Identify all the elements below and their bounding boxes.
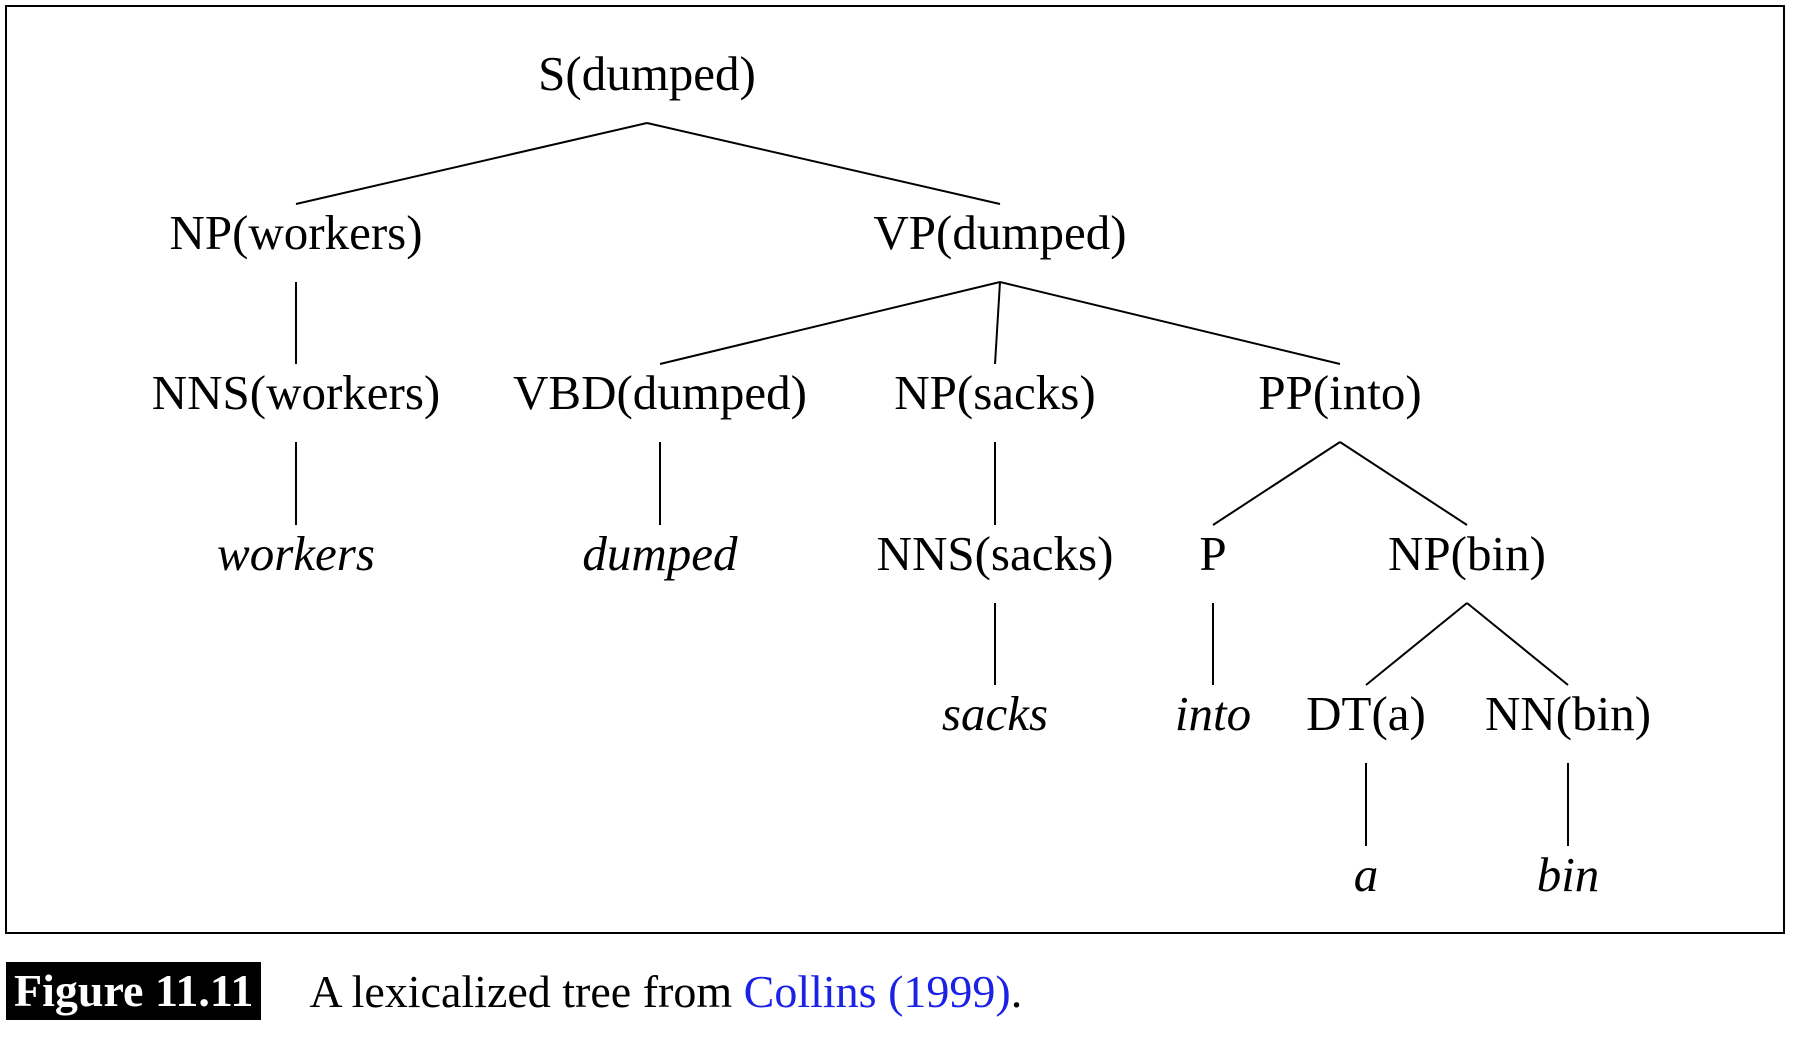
leaf-word-sacks: sacks (942, 686, 1048, 741)
tree-edge-np-bin-to-dt-a (1365, 602, 1468, 686)
figure-caption: Figure 11.11 A lexicalized tree from Col… (6, 960, 1022, 1022)
caption-body: A lexicalized tree from (309, 965, 744, 1017)
tree-edge-vp-dumped-to-np-sacks (994, 281, 1001, 365)
tree-edge-vp-dumped-to-pp-into (999, 281, 1341, 365)
leaf-word-into: into (1175, 686, 1251, 741)
tree-node-nn-bin: NN(bin) (1485, 686, 1651, 741)
tree-node-pp-into: PP(into) (1258, 365, 1421, 420)
tree-node-p: P (1199, 526, 1226, 581)
leaf-word-a: a (1354, 847, 1379, 902)
tree-node-vp-dumped: VP(dumped) (873, 205, 1126, 260)
tree-edge-np-bin-to-nn-bin (1466, 602, 1569, 686)
tree-node-np-bin: NP(bin) (1388, 526, 1546, 581)
tree-node-nns-workers: NNS(workers) (152, 365, 441, 420)
tree-node-vbd-dumped: VBD(dumped) (513, 365, 807, 420)
tree-node-np-workers: NP(workers) (169, 205, 422, 260)
citation-link[interactable]: Collins (1999) (743, 965, 1011, 1017)
leaf-word-dumped: dumped (582, 526, 738, 581)
tree-node-nns-sacks: NNS(sacks) (877, 526, 1114, 581)
tree-frame (5, 5, 1785, 934)
caption-text: A lexicalized tree from Collins (1999). (309, 965, 1022, 1018)
tree-edge-vp-dumped-to-vbd-dumped (659, 281, 1001, 365)
tree-edge-s-dumped-to-np-workers (295, 122, 648, 205)
tree-node-s-dumped: S(dumped) (538, 46, 756, 101)
tree-node-dt-a: DT(a) (1306, 686, 1426, 741)
caption-end: . (1010, 965, 1023, 1017)
leaf-word-bin: bin (1537, 847, 1600, 902)
tree-edge-s-dumped-to-vp-dumped (646, 122, 1001, 205)
leaf-word-workers: workers (217, 526, 375, 581)
tree-node-np-sacks: NP(sacks) (894, 365, 1095, 420)
figure-label: Figure 11.11 (6, 962, 262, 1020)
tree-edge-pp-into-to-p (1212, 441, 1341, 526)
tree-edge-pp-into-to-np-bin (1339, 441, 1468, 526)
